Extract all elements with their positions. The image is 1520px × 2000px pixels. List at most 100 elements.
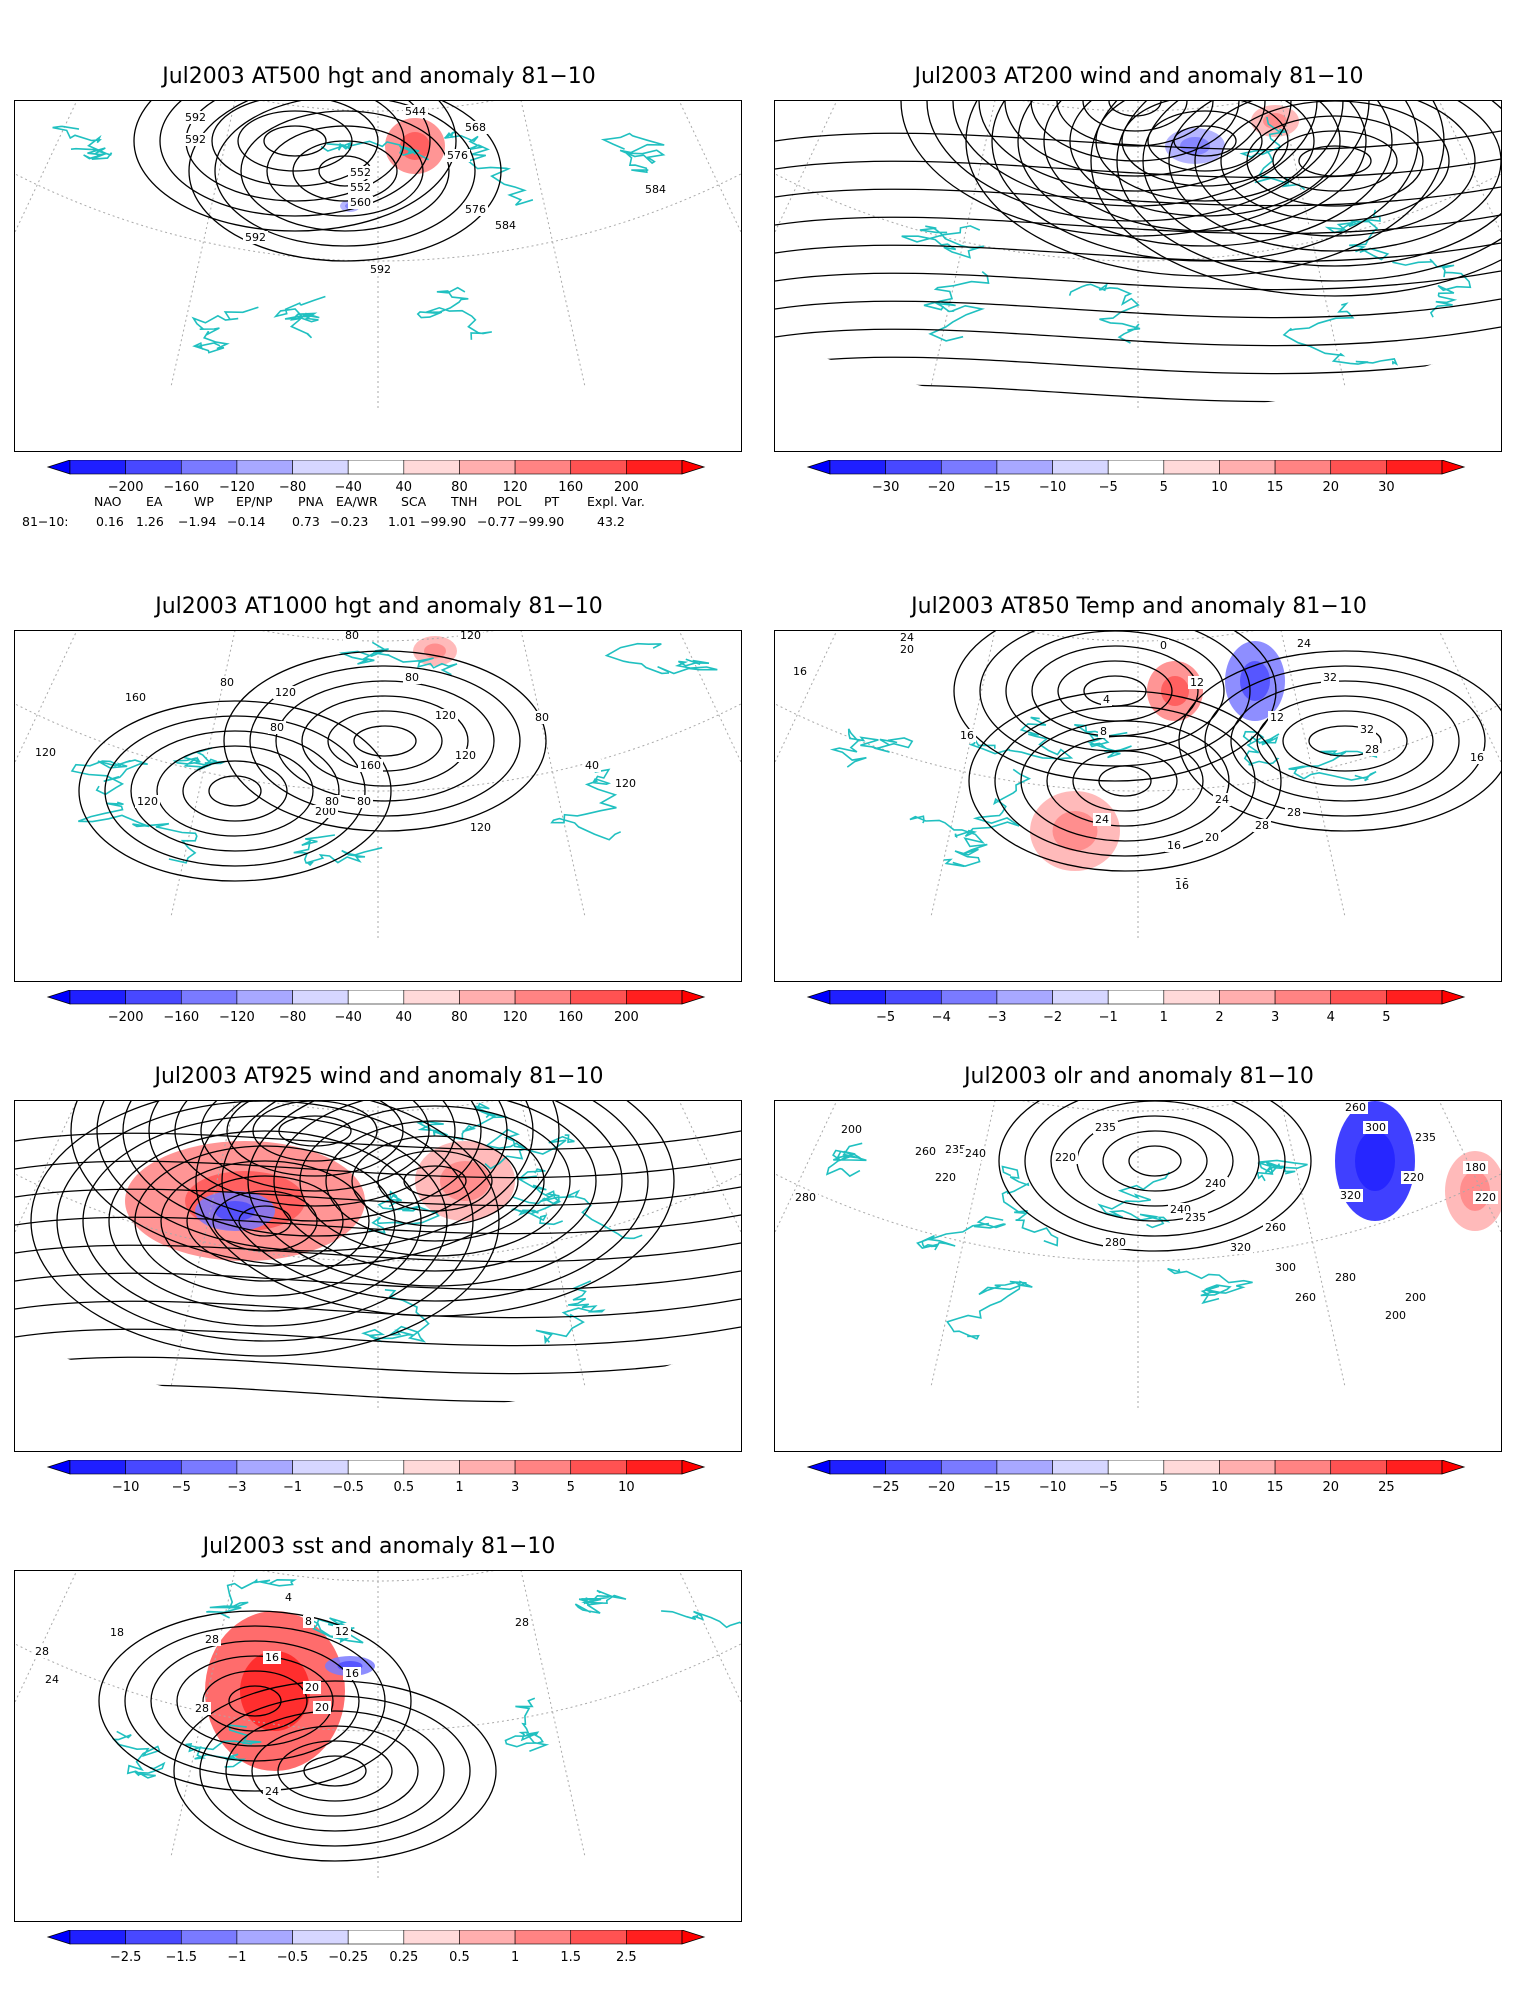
meridian: [170, 631, 379, 919]
contour-label: 80: [357, 795, 371, 808]
contour-labels: 2420160412816123224322824282016282420161…: [791, 631, 1486, 892]
meridian: [1137, 1101, 1346, 1389]
colorbar-tick-label: 4: [1326, 1010, 1335, 1025]
contour-label: 552: [350, 181, 371, 194]
contour-label-bg: [1098, 725, 1109, 738]
streamlines: [15, 1101, 741, 1403]
map-svg: 592 544 552 552 568 576 592 560 576 584 584 592 592: [15, 101, 741, 411]
colorbar-labels: −200 −160 −120 −80 −40 40 80 120 160 200: [14, 480, 744, 496]
colorbar-swatch: [626, 459, 683, 475]
contour-label: 8: [1100, 725, 1107, 738]
contour-labels: 80 120 80 120 160 80 80 80 120 160 200 120 40 120 80 12…: [33, 631, 638, 834]
header-wp: WP: [194, 494, 214, 509]
contour-label-bg: [1093, 1121, 1118, 1134]
streamline: [122, 1101, 508, 1237]
coastline: [1282, 302, 1399, 366]
contour-label-bg: [1183, 1211, 1208, 1224]
colorbar: −200 −160 −120 −80 −40 40 80 120 160 200: [14, 459, 744, 500]
contour-label: 28: [1287, 806, 1301, 819]
streamlines: [775, 101, 1501, 403]
colorbar-swatch: [347, 989, 405, 1005]
contour-label: 28: [515, 1616, 529, 1629]
coastline: [1324, 209, 1390, 261]
positive-anomaly-core: [400, 132, 430, 160]
teleconnection-row: 81−10: 0.16 1.26 −1.94 −0.14 0.73 −0.23 …: [22, 514, 742, 532]
colorbar-max-arrow: [681, 1929, 706, 1945]
contour-label: 235: [1185, 1211, 1206, 1224]
contour-line: [199, 1695, 471, 1847]
contour-label-bg: [963, 1147, 988, 1160]
panel-title: Jul2003 AT500 hgt and anomaly 81−10: [162, 64, 596, 89]
contour-label-bg: [463, 203, 488, 216]
meridian: [930, 631, 1139, 919]
streamline: [273, 1101, 597, 1272]
contour-label-bg: [445, 149, 470, 162]
value-ep-np: −0.14: [227, 514, 266, 529]
colorbar-swatch: [459, 1459, 516, 1475]
coastline: [574, 1589, 627, 1614]
colorbar-tick-label: −40: [334, 480, 362, 495]
streamline: [1004, 101, 1266, 177]
colorbar-svg: [806, 1459, 1466, 1475]
contour-label-bg: [183, 133, 208, 146]
colorbar-swatch: [1386, 989, 1443, 1005]
contour-label-bg: [913, 1145, 938, 1158]
contour-label-bg: [1158, 639, 1169, 652]
contour-label: 24: [265, 1785, 279, 1798]
contour-label: 16: [1167, 839, 1181, 852]
colorbar-swatch: [940, 1459, 998, 1475]
contour-label: 8: [305, 1615, 312, 1628]
streamline: [775, 326, 1501, 347]
contour-line: [1204, 665, 1486, 817]
positive-anomaly-core: [1161, 676, 1189, 706]
contour-label-bg: [1213, 793, 1231, 806]
hemisphere: [775, 101, 1501, 411]
meridian: [1137, 1101, 1501, 1321]
contour-label: 20: [305, 1681, 319, 1694]
contour-label: 120: [455, 749, 476, 762]
streamline: [1090, 101, 1501, 297]
contour-label: 28: [35, 1645, 49, 1658]
contour-label: 320: [1230, 1241, 1251, 1254]
colorbar-swatch: [1107, 1459, 1165, 1475]
contour-line: [998, 1101, 1312, 1252]
coastline: [535, 1280, 606, 1345]
hemisphere: 592 544 552 552 568 576 592 560 576 584 584 592 592: [15, 101, 741, 411]
contour-label-bg: [358, 759, 383, 772]
colorbar-tick-label: −1.5: [165, 1950, 198, 1965]
negative-anomaly-core: [215, 1201, 255, 1221]
contour-label: 240: [965, 1147, 986, 1160]
contour-labels: 28 24 18 28 48 12 16 16 20 20 24 28 28: [33, 1591, 531, 1798]
colorbar-swatch: [514, 1459, 572, 1475]
colorbar-swatch: [125, 989, 182, 1005]
contour-label-bg: [343, 631, 361, 642]
colorbar-labels: −25 −20 −15 −10 −5 5 10 15 20 25: [774, 1480, 1504, 1496]
streamline: [299, 1105, 571, 1257]
contour-label: 200: [841, 1123, 862, 1136]
streamline: [221, 1101, 649, 1302]
contour-label-bg: [1103, 1236, 1128, 1249]
colorbar-tick-label: 0.5: [449, 1950, 470, 1965]
colorbar-svg: [46, 459, 706, 475]
colorbar-tick-label: 5: [566, 1480, 575, 1495]
colorbar-swatch: [1274, 1459, 1332, 1475]
colorbar-tick-label: 20: [1322, 1480, 1339, 1495]
streamline: [148, 1101, 482, 1222]
contour-label-bg: [123, 691, 148, 704]
contour-line: [1308, 725, 1382, 757]
colorbar-swatch: [292, 1929, 349, 1945]
contour-line: [237, 110, 353, 172]
coastline: [600, 132, 666, 174]
colorbar-swatch: [514, 459, 572, 475]
streamline: [775, 158, 1501, 179]
colorbar-tick-label: −2.5: [109, 1950, 142, 1965]
contour-line: [251, 1725, 419, 1817]
colorbar-tick-label: −15: [983, 1480, 1011, 1495]
contour-label-bg: [403, 671, 421, 684]
colorbar-swatch: [236, 1929, 293, 1945]
contour-label-bg: [1413, 1131, 1438, 1144]
contour-line: [182, 760, 288, 822]
coastline: [968, 716, 1074, 760]
contour-label-bg: [1268, 711, 1286, 724]
colorbar-tick-label: 10: [618, 1480, 635, 1495]
